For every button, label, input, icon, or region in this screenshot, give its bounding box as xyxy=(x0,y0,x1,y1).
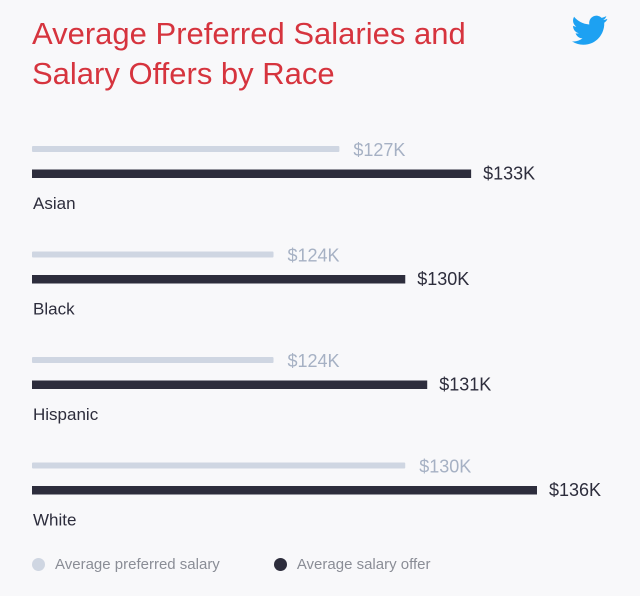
bar-preferred-black xyxy=(32,251,274,258)
label-preferred-white: $130K xyxy=(419,457,471,477)
category-label-hispanic: Hispanic xyxy=(33,405,99,424)
legend-label-preferred: Average preferred salary xyxy=(55,556,220,573)
category-label-black: Black xyxy=(33,300,75,319)
legend-dot-offer xyxy=(273,558,287,571)
legend-item-offer: Average salary offer xyxy=(273,556,431,573)
bar-offer-white xyxy=(32,486,537,495)
bar-offer-asian xyxy=(32,169,472,178)
label-offer-black: $130K xyxy=(417,269,469,289)
bar-preferred-white xyxy=(32,462,406,469)
legend-dot-preferred xyxy=(32,558,45,571)
legend-item-preferred: Average preferred salary xyxy=(32,556,220,573)
label-preferred-black: $124K xyxy=(288,246,340,266)
label-offer-hispanic: $131K xyxy=(439,375,491,395)
bar-preferred-hispanic xyxy=(32,357,274,363)
bar-chart: $127K $133K Asian $124K $130K Black $124K $131K… xyxy=(32,140,601,530)
twitter-bird-icon[interactable] xyxy=(570,12,610,48)
category-label-white: White xyxy=(33,511,76,530)
label-preferred-hispanic: $124K xyxy=(288,351,340,371)
label-offer-white: $136K xyxy=(549,480,601,500)
legend: Average preferred salary Average salary … xyxy=(32,556,485,573)
label-preferred-asian: $127K xyxy=(353,140,405,160)
chart-title: Average Preferred Salaries and Salary Of… xyxy=(32,16,466,91)
bar-offer-black xyxy=(32,275,406,284)
label-offer-asian: $133K xyxy=(483,164,535,184)
bar-offer-hispanic xyxy=(32,380,428,389)
bar-preferred-asian xyxy=(32,146,340,152)
legend-label-offer: Average salary offer xyxy=(296,556,431,573)
category-label-asian: Asian xyxy=(33,194,76,213)
